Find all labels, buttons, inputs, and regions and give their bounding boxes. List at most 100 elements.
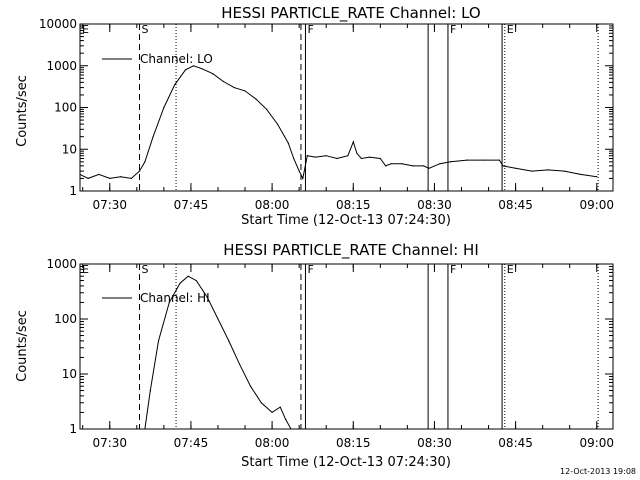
data-point <box>336 157 338 160</box>
data-point <box>379 157 381 160</box>
legend: Channel: HI <box>102 291 210 305</box>
data-point <box>195 280 197 282</box>
x-axis: 07:30 07:45 08:00 08:15 08:30 08:45 09:00 <box>82 264 614 450</box>
y-tick-label: 1000 <box>46 59 77 73</box>
x-axis-label: Start Time (12-Oct-13 07:24:30) <box>241 213 451 228</box>
x-tick-label: 08:30 <box>417 436 452 450</box>
data-point <box>385 165 387 167</box>
x-axis: 07:30 07:45 08:00 08:15 08:30 08:45 09:00 <box>82 24 614 212</box>
data-point <box>187 275 189 277</box>
data-point <box>579 173 582 175</box>
x-tick-label: 08:45 <box>498 436 533 450</box>
data-point <box>563 170 565 172</box>
data-point <box>249 385 252 387</box>
data-point <box>152 136 154 138</box>
data-point <box>439 163 441 165</box>
y-axis-label: Counts/sec <box>15 75 30 147</box>
data-point <box>352 141 354 143</box>
series-group <box>144 275 292 430</box>
chart-panel-lo: HESSI PARTICLE_RATE Channel: LO Counts/s… <box>15 4 614 228</box>
data-point <box>130 177 132 179</box>
data-point <box>314 156 316 158</box>
data-point <box>360 157 362 160</box>
data-point <box>149 390 151 392</box>
event-marker-label: E <box>507 263 514 276</box>
chart-title: HESSI PARTICLE_RATE Channel: LO <box>221 4 480 23</box>
event-marker-label: S <box>142 23 149 36</box>
data-point <box>498 159 500 161</box>
y-axis: 1 10 100 1000 <box>46 257 613 436</box>
event-marker-label: F <box>307 263 313 276</box>
data-point <box>306 155 308 157</box>
data-point <box>109 177 111 179</box>
data-point <box>184 69 187 71</box>
data-point <box>217 318 219 320</box>
y-tick-label: 10 <box>62 142 77 156</box>
data-point <box>212 73 214 75</box>
data-point <box>356 152 358 154</box>
data-point <box>138 170 141 172</box>
data-point <box>347 155 349 157</box>
data-point <box>401 163 403 165</box>
data-point <box>547 169 549 171</box>
y-tick-label: 100 <box>54 312 77 326</box>
y-tick-label: 10000 <box>39 17 77 31</box>
data-point <box>120 176 122 178</box>
event-marker-label: F <box>450 263 456 276</box>
x-tick-label: 08:00 <box>255 198 290 212</box>
data-point <box>276 123 279 125</box>
data-point <box>266 108 268 110</box>
x-tick-label: 08:15 <box>336 436 371 450</box>
data-point <box>168 301 170 303</box>
x-tick-label: 08:30 <box>417 198 452 212</box>
data-point <box>412 165 414 167</box>
data-point <box>79 173 81 175</box>
data-point <box>201 68 203 70</box>
x-tick-label: 08:15 <box>336 198 371 212</box>
data-point <box>233 87 235 89</box>
timestamp-label: 12-Oct-2013 19:08 <box>560 467 636 476</box>
data-point <box>244 90 246 92</box>
y-tick-label: 1 <box>69 422 77 436</box>
x-axis-label: Start Time (12-Oct-13 07:24:30) <box>241 455 451 470</box>
data-point <box>298 170 300 172</box>
y-axis-label: Counts/sec <box>15 310 30 382</box>
data-point <box>325 155 327 157</box>
data-point <box>144 161 146 163</box>
chart-panel-hi: HESSI PARTICLE_RATE Channel: HI Counts/s… <box>15 241 614 470</box>
data-point <box>271 411 273 413</box>
y-axis: 1 10 100 1000 10000 <box>39 17 613 198</box>
data-point <box>482 159 484 161</box>
event-marker-label: S <box>142 263 149 276</box>
x-tick-label: 07:30 <box>92 198 127 212</box>
event-marker-label: E <box>82 263 89 276</box>
series-group <box>79 65 598 180</box>
y-tick-label: 10 <box>62 367 77 381</box>
x-tick-label: 07:45 <box>174 198 209 212</box>
data-point <box>290 428 292 430</box>
data-point <box>179 282 181 284</box>
x-tick-label: 07:45 <box>174 436 209 450</box>
x-tick-label: 09:00 <box>579 198 614 212</box>
data-point <box>279 406 281 408</box>
data-point <box>285 418 287 420</box>
data-point <box>157 340 160 342</box>
data-point <box>222 80 224 83</box>
legend: Channel: LO <box>102 52 213 66</box>
data-point <box>255 98 257 100</box>
data-point <box>174 84 176 86</box>
y-tick-label: 100 <box>54 101 77 115</box>
data-point <box>163 106 165 109</box>
data-point <box>293 157 295 160</box>
chart-title: HESSI PARTICLE_RATE Channel: HI <box>223 241 479 260</box>
data-point <box>368 156 371 158</box>
x-tick-label: 07:30 <box>92 436 127 450</box>
plot-frame <box>79 23 614 192</box>
data-point <box>260 402 262 404</box>
data-point <box>423 165 425 167</box>
y-tick-label: 1000 <box>46 257 77 271</box>
data-point <box>515 167 517 169</box>
legend-entry-hi: Channel: HI <box>140 291 210 305</box>
